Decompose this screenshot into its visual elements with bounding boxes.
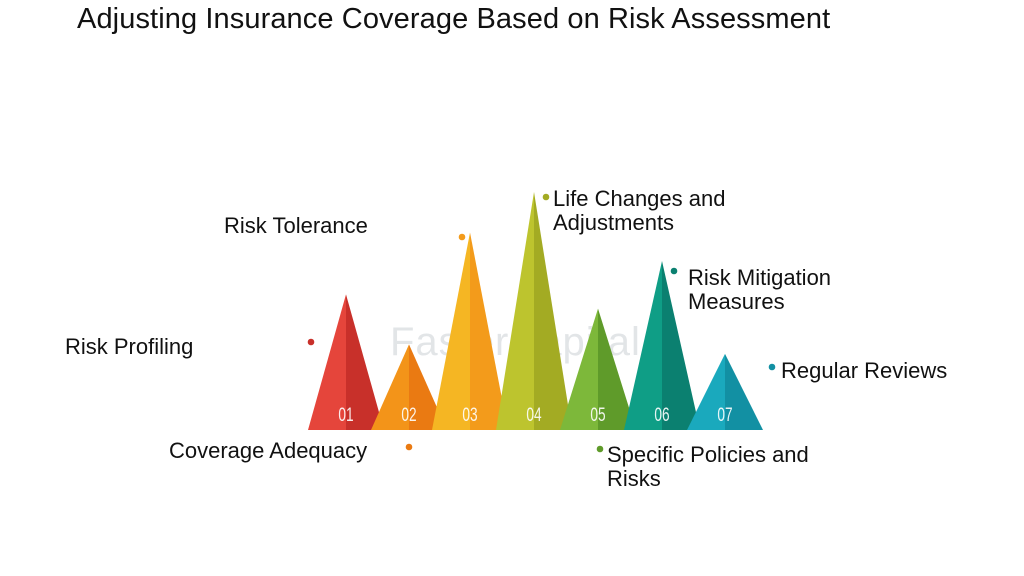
step-number: 05 [590, 404, 605, 426]
label-risk-tolerance: Risk Tolerance [224, 213, 368, 238]
peak-right-face [470, 232, 508, 430]
peak-left-face [560, 308, 598, 430]
peak-left-face [371, 344, 409, 430]
peak-risk-mitigation: 06 [624, 261, 700, 430]
marker-dot-coverage-adequacy [405, 443, 413, 451]
page-title: Adjusting Insurance Coverage Based on Ri… [77, 3, 831, 35]
label-specific-policies: Specific Policies and Risks [607, 442, 809, 491]
step-number: 03 [462, 404, 477, 426]
peak-left-face [496, 192, 534, 430]
label-coverage-adequacy: Coverage Adequacy [169, 438, 368, 463]
peak-right-face [662, 261, 700, 430]
peak-specific-policies: 05 [560, 308, 636, 430]
step-number: 02 [401, 404, 416, 426]
step-number: 01 [338, 404, 353, 426]
step-number: 07 [717, 404, 732, 426]
peak-risk-tolerance: 03 [432, 232, 508, 430]
peak-right-face [346, 294, 384, 430]
marker-dot-risk-tolerance [458, 233, 466, 241]
marker-dot-regular-reviews [768, 363, 776, 371]
peak-left-face [432, 232, 470, 430]
label-risk-mitigation: Risk Mitigation Measures [688, 265, 832, 314]
peak-right-face [534, 192, 572, 430]
marker-dot-risk-profiling [307, 338, 315, 346]
label-regular-reviews: Regular Reviews [781, 358, 948, 383]
marker-dot-life-changes [542, 193, 550, 201]
peak-right-face [598, 308, 636, 430]
peak-left-face [308, 294, 346, 430]
peak-risk-profiling: 01 [308, 294, 384, 430]
peak-left-face [687, 353, 725, 430]
peak-left-face [624, 261, 662, 430]
peak-regular-reviews: 07 [687, 353, 763, 430]
marker-dot-risk-mitigation [670, 267, 678, 275]
peak-right-face [725, 353, 763, 430]
peak-life-changes: 04 [496, 192, 572, 430]
label-risk-profiling: Risk Profiling [65, 334, 194, 359]
marker-dot-specific-policies [596, 445, 604, 453]
label-life-changes: Life Changes and Adjustments [553, 186, 726, 235]
step-number: 04 [526, 404, 541, 426]
step-number: 06 [654, 404, 669, 426]
